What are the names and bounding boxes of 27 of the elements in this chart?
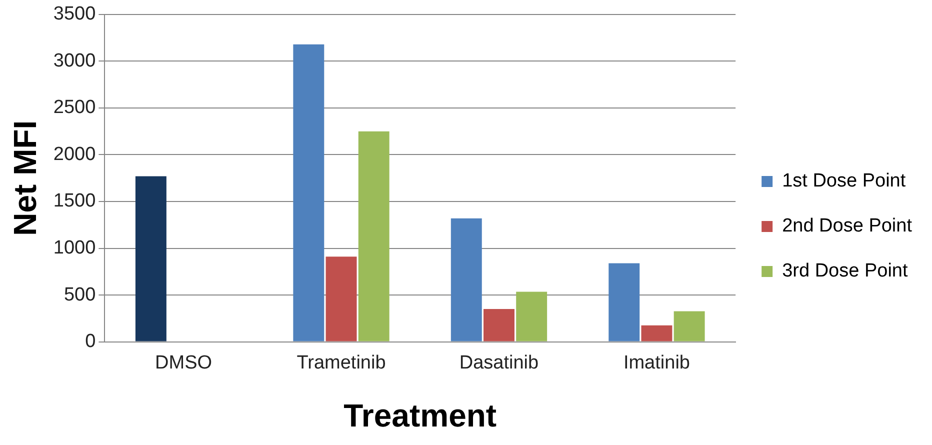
y-tick-label: 1500 [53,190,96,212]
y-tick-label: 2500 [53,97,96,118]
y-tick-label: 500 [64,284,96,306]
x-axis-title: Treatment [344,398,497,434]
bar [135,176,166,342]
bar [450,218,482,342]
bar [608,263,640,342]
x-tick-label: DMSO [155,352,212,374]
bar [674,311,705,342]
bar [326,256,357,342]
bar [641,325,672,342]
y-tick-label: 3000 [53,50,96,72]
x-tick-label: Trametinib [296,352,386,374]
bar [358,131,390,342]
legend-label: 1st Dose Point [782,170,906,192]
y-tick-label: 2000 [53,144,96,165]
y-axis-title: Net MFI [7,120,44,236]
bar [484,309,514,342]
x-tick-label: Dasatinib [459,352,539,374]
y-tick-label: 1000 [53,237,96,258]
x-tick-label: Imatinib [623,352,690,374]
y-tick-label: 0 [85,331,96,352]
legend-label: 3rd Dose Point [782,260,908,282]
bar [293,44,324,342]
bar [516,292,548,342]
legend-label: 2nd Dose Point [782,216,913,237]
y-tick-label: 3500 [53,4,96,25]
